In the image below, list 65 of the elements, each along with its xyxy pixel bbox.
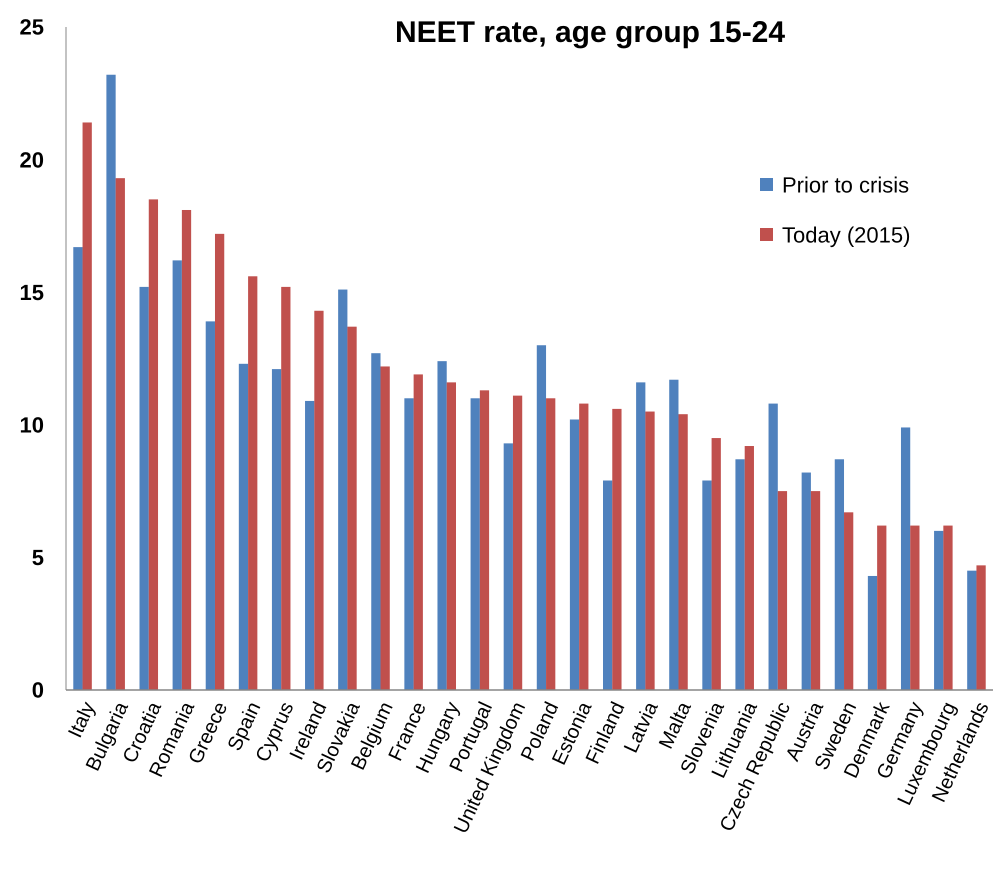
bar (347, 326, 357, 690)
bar (844, 512, 854, 690)
bar (579, 404, 588, 690)
bar (148, 199, 158, 690)
bar (172, 260, 182, 690)
bar (248, 276, 258, 690)
bar (943, 526, 953, 690)
bar (768, 404, 778, 690)
bar (877, 526, 886, 690)
bar (570, 419, 580, 690)
bar (446, 382, 456, 690)
bar (480, 390, 490, 690)
bar (612, 408, 622, 690)
y-tick-label: 5 (32, 545, 44, 570)
bar (810, 491, 820, 690)
bar (546, 398, 556, 690)
bar (238, 364, 248, 690)
bar (371, 353, 381, 690)
y-tick-label: 25 (20, 14, 44, 40)
y-tick-label: 10 (20, 412, 44, 438)
bar (314, 310, 324, 690)
bar (73, 247, 83, 690)
bar (512, 396, 522, 690)
chart-title: NEET rate, age group 15-24 (394, 16, 786, 49)
bar (182, 210, 192, 690)
y-tick-label: 15 (20, 280, 44, 305)
bar (206, 321, 215, 690)
legend-label: Today (2015) (782, 222, 910, 248)
bar (934, 530, 944, 690)
bar (868, 576, 878, 690)
bar (305, 400, 314, 690)
y-tick-label: 20 (20, 147, 44, 172)
bar (967, 570, 976, 690)
bar (338, 290, 348, 690)
bar (910, 526, 920, 690)
bar (712, 438, 721, 690)
bar (504, 443, 513, 690)
bar (778, 491, 788, 690)
bar (678, 414, 688, 690)
bar (976, 565, 986, 690)
bar (802, 472, 811, 690)
bar (380, 366, 390, 690)
bar (214, 234, 224, 690)
bar (414, 374, 423, 690)
bar (536, 345, 546, 690)
bar (636, 382, 646, 690)
bar (834, 459, 844, 690)
bar (82, 122, 92, 690)
bar (702, 480, 712, 690)
bar (744, 446, 754, 690)
y-tick-label: 0 (32, 678, 44, 703)
bar (272, 369, 282, 690)
bar (603, 480, 612, 690)
bar (470, 398, 480, 690)
bar (140, 286, 149, 690)
bar (116, 178, 125, 690)
bar (645, 412, 655, 690)
bar (669, 380, 678, 690)
bar (735, 459, 745, 690)
bar (106, 74, 116, 690)
bar (900, 427, 910, 690)
bar (281, 286, 290, 690)
bar (404, 398, 414, 690)
bar (437, 361, 447, 690)
legend-label: Prior to crisis (782, 172, 910, 198)
